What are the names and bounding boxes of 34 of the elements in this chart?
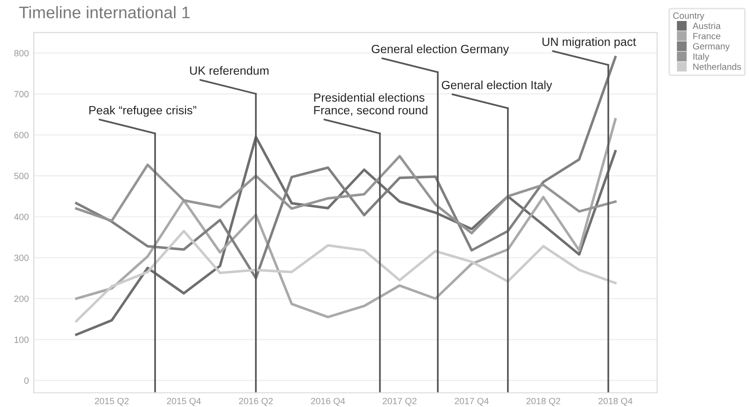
- y-tick-label: 700: [14, 90, 29, 98]
- x-tick-label: 2016 Q4: [311, 398, 345, 406]
- x-tick-label: 2017 Q2: [382, 398, 416, 406]
- ref-line-label: Peak “refugee crisis”: [89, 106, 196, 117]
- ref-line-label: UN migration pact: [542, 37, 636, 48]
- line-series: [75, 230, 617, 322]
- legend-label: France: [693, 32, 720, 40]
- legend-label: Austria: [692, 22, 721, 30]
- x-tick-label: 2018 Q2: [526, 398, 560, 406]
- x-tick-label: 2017 Q4: [454, 398, 489, 406]
- chart-title: Timeline international 1: [19, 6, 190, 18]
- x-tick-label: 2015 Q4: [166, 398, 201, 406]
- ref-line-label: Presidential elections France, second round: [314, 93, 428, 116]
- y-tick-label: 800: [14, 50, 29, 56]
- y-tick-label: 300: [14, 254, 29, 262]
- y-tick-label: 0: [24, 377, 29, 384]
- legend-label: Italy: [693, 53, 710, 62]
- x-tick-label: 2015 Q2: [94, 398, 129, 406]
- y-tick-label: 500: [14, 172, 29, 180]
- y-tick-label: 600: [14, 132, 29, 138]
- y-tick-label: 400: [14, 214, 29, 220]
- ref-line-label: General election Germany: [372, 44, 509, 56]
- legend-label: Netherlands: [693, 63, 741, 70]
- legend-label: Germany: [693, 43, 730, 52]
- y-tick-label: 200: [14, 296, 29, 302]
- x-tick-label: 2018 Q4: [598, 398, 632, 406]
- line-series: [75, 56, 617, 280]
- x-tick-label: 2016 Q2: [239, 398, 273, 406]
- line-series: [75, 154, 617, 234]
- ref-line-label: UK referendum: [190, 66, 268, 75]
- legend-title: Country: [673, 12, 704, 21]
- line-series: [75, 118, 617, 318]
- ref-line-label: General election Italy: [442, 80, 552, 92]
- y-tick-label: 100: [14, 336, 29, 343]
